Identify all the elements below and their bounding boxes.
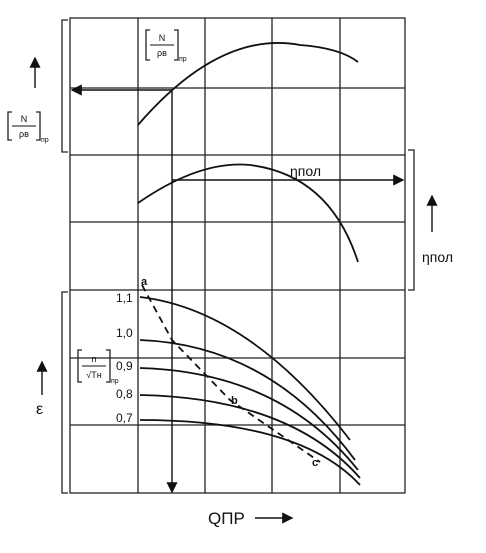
- subscript: пр: [179, 56, 187, 63]
- point-label: a: [141, 276, 148, 288]
- power-label-top: N ρв пр: [145, 29, 187, 63]
- curve-label: 0,9: [116, 359, 133, 373]
- numerator: N: [159, 33, 166, 43]
- curve-label: 1,1: [116, 291, 133, 305]
- numerator: n: [91, 354, 96, 364]
- brackets: [61, 19, 415, 494]
- point-label: b: [231, 395, 238, 407]
- denominator: ρв: [157, 48, 167, 58]
- curve-labels: 1,1 1,0 0,9 0,8 0,7: [116, 291, 133, 425]
- point-label: c: [312, 457, 318, 469]
- numerator: N: [21, 114, 28, 124]
- curve-label: 0,8: [116, 387, 133, 401]
- power-label-left: N ρв пр: [7, 111, 49, 144]
- subscript: пр: [111, 378, 119, 385]
- curve-label: 0,7: [116, 411, 133, 425]
- x-axis-label: QПР: [208, 509, 245, 528]
- efficiency-label: ηпол: [290, 163, 321, 179]
- denominator: √Tн: [86, 370, 101, 380]
- denominator: ρв: [19, 129, 29, 139]
- curve-label: 1,0: [116, 326, 133, 340]
- pressure-label: ε: [36, 401, 43, 418]
- speed-label: n √Tн пр: [77, 349, 119, 385]
- point-labels: a b c: [141, 276, 318, 469]
- subscript: пр: [41, 137, 49, 144]
- efficiency-label-right: ηпол: [422, 249, 453, 265]
- arrows: [29, 56, 438, 524]
- grid: [69, 17, 406, 494]
